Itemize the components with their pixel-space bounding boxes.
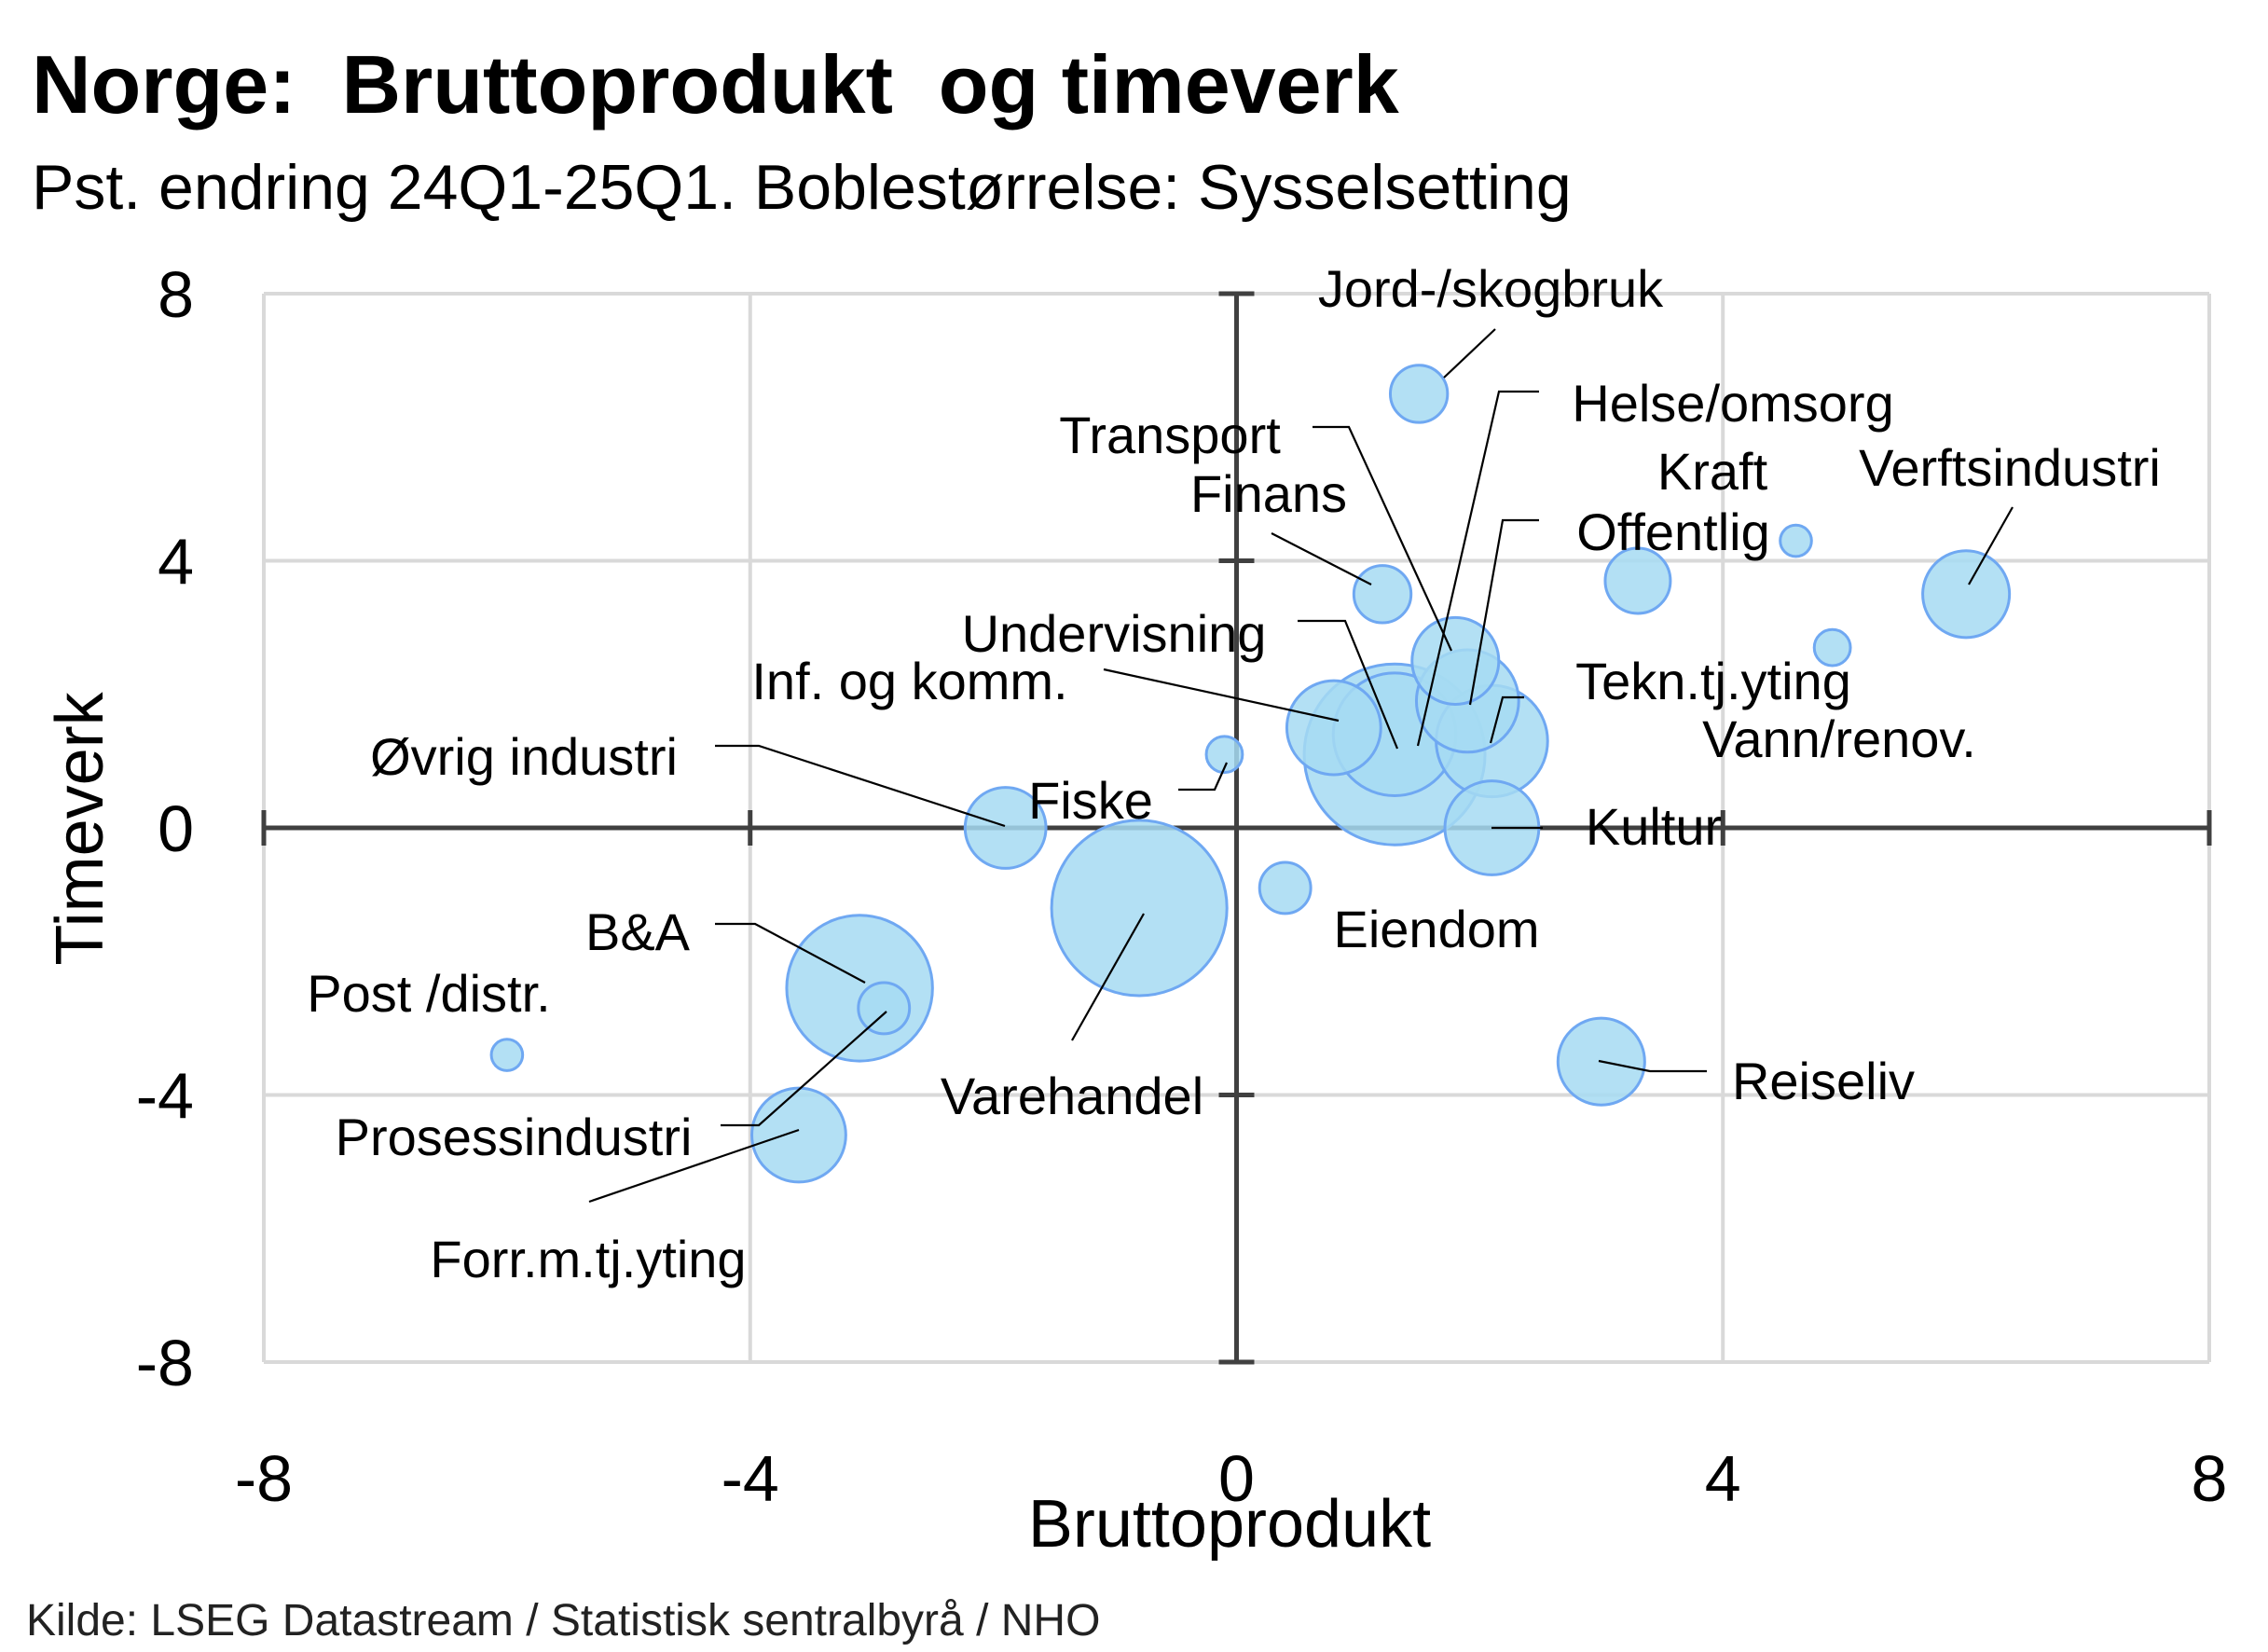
leader-line-undervisning [1298,619,1399,750]
y-tick-label: 0 [158,792,194,865]
x-axis-title: Bruttoprodukt [1028,1487,1431,1562]
y-axis-title: Timeverk [43,691,117,965]
bubble-label-helse-omsorg: Helse/omsorg [1572,374,1893,433]
leader-line-forr-m-tj-yting [588,1128,800,1204]
bubble-label-offentlig: Offentlig [1576,502,1770,561]
bubble-label-ovrig-industri: Øvrig industri [370,727,678,786]
bubble-fiske [1204,735,1244,775]
leader-line-offentlig [1468,518,1539,706]
bubble-label-kultur: Kultur [1586,797,1722,856]
bubble-label-jord-skogbruk: Jord-/skogbruk [1318,259,1664,318]
source-note: Kilde: LSEG Datastream / Statistisk sent… [26,1596,1100,1645]
leader-line-varehandel [1071,913,1145,1041]
bubble-post-distr [489,1038,525,1072]
bubble-vann-renov [1812,627,1852,668]
bubble-label-eiendom: Eiendom [1333,900,1539,958]
bubble-varehandel [1050,819,1229,998]
bubble-label-inf-og-komm: Inf. og komm. [751,652,1067,710]
x-tick-label: -4 [722,1442,779,1515]
leader-line-finans [1271,532,1372,585]
bubble-label-undervisning: Undervisning [962,604,1267,663]
leader-line-transport [1313,425,1452,652]
y-tick-label: 8 [158,258,194,331]
bubble-kraft [1779,523,1813,558]
bubble-verftsindustri [1921,549,2012,640]
leader-line-jord-skogbruk [1443,328,1496,379]
bubble-label-prosessindustri: Prosessindustri [336,1108,693,1166]
leader-line-verftsindustri [1968,506,2014,585]
x-tick-label: 4 [1705,1442,1741,1515]
tick-labels: -8 -4 0 4 8 -8 -4 0 4 8 [136,258,2228,1515]
y-tick-label: -8 [136,1327,194,1399]
bubble-label-verftsindustri: Verftsindustri [1859,438,2161,497]
chart-subtitle: Pst. endring 24Q1-25Q1. Boblestørrelse: … [32,152,1572,223]
y-tick-label: 4 [158,526,194,599]
bubble-labels: Jord-/skogbruk Helse/omsorg TransportFinan… [307,259,2161,1288]
bubble-ovrig-industri [963,786,1048,870]
bubble-label-post-distr: Post /distr. [307,964,550,1023]
bubble-b-a [785,914,934,1063]
chart-title: Norge: Bruttoprodukt og timeverk [32,38,1400,131]
y-tick-label: -4 [136,1060,194,1133]
axes [261,291,2212,1365]
bubble-eiendom [1258,860,1313,915]
bubble-label-kraft: Kraft [1657,442,1768,501]
leader-line-prosessindustri [721,1011,887,1127]
bubble-inf-og-komm [1285,679,1382,777]
bubble-forr-m-tj-yting [750,1086,847,1184]
bubble-transport [1410,615,1501,706]
bubble-label-vann-renov: Vann/renov. [1702,709,1976,768]
bubble-label-finans: Finans [1190,464,1347,523]
leader-line-reiseliv [1598,1059,1707,1073]
bubble-label-tekn-tj-yting: Tekn.tj.yting [1575,652,1851,710]
bubble-jord-skogbruk [1388,364,1450,424]
bubble-finans [1352,564,1413,625]
bubble-layer [489,364,2012,1184]
x-tick-label: 0 [1218,1442,1255,1515]
leader-line-ovrig-industri [715,744,1006,828]
leader-line-fiske [1178,762,1229,792]
bubble-label-b-a: B&A [585,902,691,961]
bubble-unlabeled [1603,546,1672,615]
leader-line-inf-og-komm [1103,668,1340,723]
x-tick-label: -8 [235,1442,293,1515]
bubble-label-varehandel: Varehandel [941,1067,1203,1125]
leader-line-helse-omsorg [1416,390,1539,747]
bubble-label-reiseliv: Reiseliv [1732,1052,1915,1110]
bubble-label-transport: Transport [1059,406,1281,464]
bubble-label-fiske: Fiske [1028,771,1153,830]
leader-line-b-a [715,922,866,984]
bubble-label-forr-m-tj-yting: Forr.m.tj.yting [430,1230,746,1288]
leader-lines [588,328,2014,1204]
x-tick-label: 8 [2192,1442,2228,1515]
bubble-prosessindustri [857,981,912,1036]
leader-line-tekn-tj-yting [1489,695,1524,744]
